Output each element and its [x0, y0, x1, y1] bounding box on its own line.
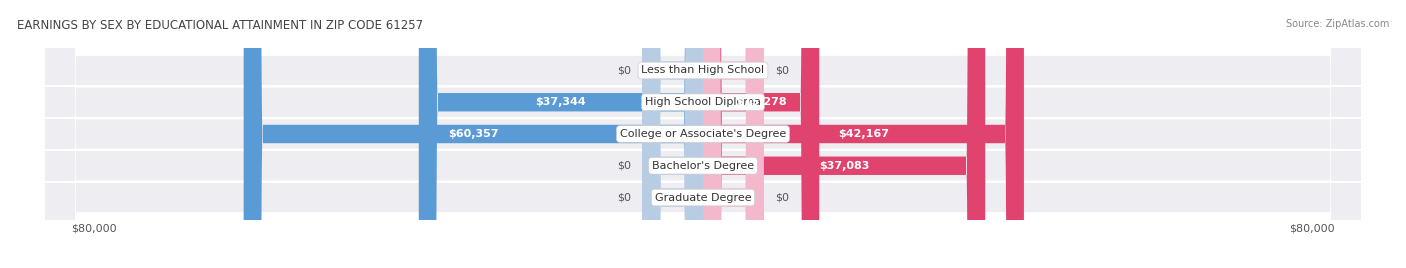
Text: College or Associate's Degree: College or Associate's Degree: [620, 129, 786, 139]
FancyBboxPatch shape: [45, 0, 1361, 268]
Text: $0: $0: [775, 192, 789, 203]
Text: Less than High School: Less than High School: [641, 65, 765, 76]
FancyBboxPatch shape: [643, 0, 703, 268]
FancyBboxPatch shape: [243, 0, 703, 268]
FancyBboxPatch shape: [703, 0, 986, 268]
Text: Graduate Degree: Graduate Degree: [655, 192, 751, 203]
FancyBboxPatch shape: [703, 0, 820, 268]
FancyBboxPatch shape: [703, 0, 763, 268]
Text: $0: $0: [617, 161, 631, 171]
FancyBboxPatch shape: [45, 0, 1361, 268]
FancyBboxPatch shape: [45, 0, 1361, 268]
Text: $15,278: $15,278: [735, 97, 786, 107]
FancyBboxPatch shape: [45, 0, 1361, 268]
Text: $0: $0: [775, 65, 789, 76]
FancyBboxPatch shape: [703, 0, 1024, 268]
Text: High School Diploma: High School Diploma: [645, 97, 761, 107]
FancyBboxPatch shape: [643, 0, 703, 268]
FancyBboxPatch shape: [419, 0, 703, 268]
Text: EARNINGS BY SEX BY EDUCATIONAL ATTAINMENT IN ZIP CODE 61257: EARNINGS BY SEX BY EDUCATIONAL ATTAINMEN…: [17, 19, 423, 32]
Text: Source: ZipAtlas.com: Source: ZipAtlas.com: [1285, 19, 1389, 29]
Text: $37,344: $37,344: [536, 97, 586, 107]
FancyBboxPatch shape: [643, 0, 703, 268]
FancyBboxPatch shape: [703, 0, 763, 268]
Text: $60,357: $60,357: [449, 129, 499, 139]
Text: $42,167: $42,167: [838, 129, 889, 139]
Text: $37,083: $37,083: [818, 161, 869, 171]
Text: Bachelor's Degree: Bachelor's Degree: [652, 161, 754, 171]
FancyBboxPatch shape: [45, 0, 1361, 268]
Text: $0: $0: [617, 65, 631, 76]
Text: $0: $0: [617, 192, 631, 203]
